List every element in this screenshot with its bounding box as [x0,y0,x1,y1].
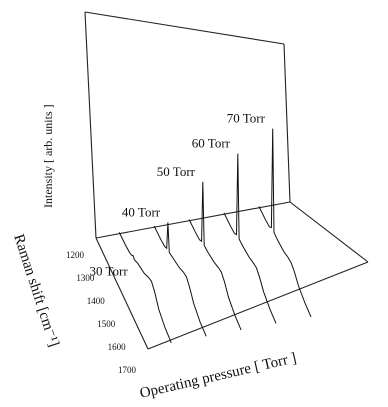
x-tick-label: 1700 [118,365,137,375]
spectrum-line-3 [188,181,242,331]
back-top-edge [84,11,285,45]
x-axis-title: Raman shift [cm⁻¹] [10,232,61,349]
series-label-3: 50 Torr [157,164,196,179]
spectrum-line-1 [118,232,172,343]
spectrum-line-2 [153,222,207,337]
plot-box-frame [84,11,369,350]
x-tick-label: 1300 [76,273,95,283]
x-tick-label: 1400 [87,296,106,306]
back-right-edge [283,43,291,203]
right-floor-edge [289,201,369,263]
x-tick-label: 1600 [108,342,127,352]
z-axis-line [84,11,97,239]
back-floor-edge [95,201,291,239]
series-labels: 30 Torr 40 Torr 50 Torr 60 Torr 70 Torr [90,111,266,279]
x-tick-label: 1500 [97,319,116,329]
series-label-1: 30 Torr [90,263,129,278]
y-axis-title: Operating pressure [ Torr ] [138,350,298,402]
series-label-4: 60 Torr [192,136,231,151]
spectrum-line-4 [223,153,277,324]
y-axis-line [147,261,369,350]
x-axis-line [95,237,149,350]
x-tick-label: 1200 [66,250,85,260]
spectrum-line-5 [258,128,312,318]
z-axis-title: Intensity [ arb. units ] [41,104,55,208]
series-label-5: 70 Torr [227,111,266,126]
spectra-traces [118,128,312,343]
series-label-2: 40 Torr [122,204,161,219]
x-tick-labels: 1200 1300 1400 1500 1600 1700 [66,250,137,375]
